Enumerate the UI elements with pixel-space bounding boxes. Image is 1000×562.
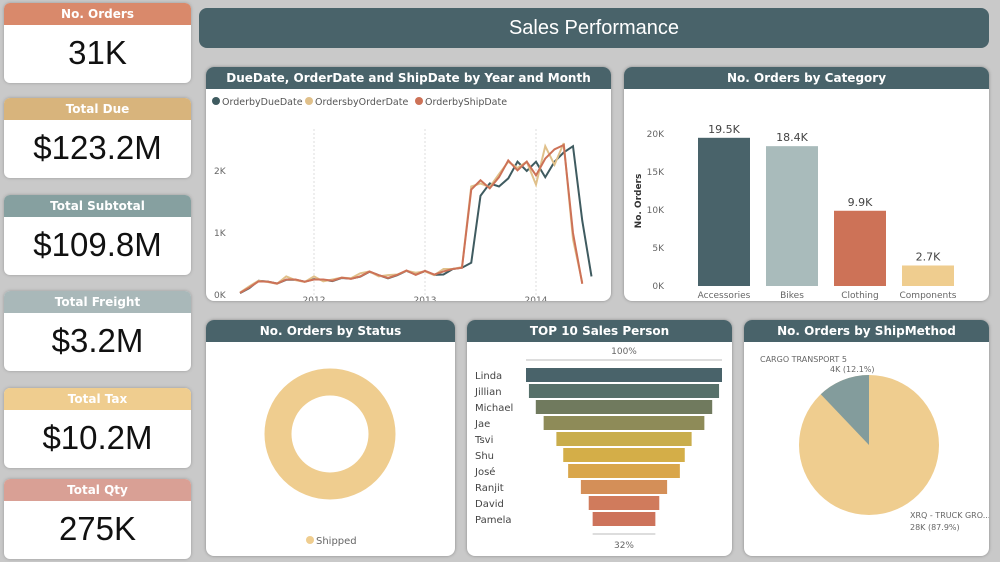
line-chart-title: DueDate, OrderDate and ShipDate by Year … <box>206 67 611 89</box>
salesperson-label: Linda <box>475 371 502 382</box>
data-label: 2.7K <box>916 250 941 263</box>
x-tick-label: 2014 <box>525 296 548 301</box>
slice-label: XRQ - TRUCK GRO... <box>910 511 989 520</box>
kpi-card: Total Subtotal $109.8M <box>4 195 191 275</box>
kpi-value: $10.2M <box>42 419 153 456</box>
bar <box>766 146 818 286</box>
kpi-card: Total Qty 275K <box>4 479 191 559</box>
x-tick-label: 2013 <box>414 296 437 301</box>
y-tick-label: 0K <box>214 291 227 301</box>
slice-value: 4K (12.1%) <box>830 365 875 374</box>
y-tick-label: 2K <box>214 167 227 177</box>
x-tick-label: Clothing <box>841 291 878 301</box>
legend-label: OrdersbyOrderDate <box>315 97 408 108</box>
funnel-bar <box>535 400 713 414</box>
slice-value: 28K (87.9%) <box>910 523 960 532</box>
salesperson-label: Ranjit <box>475 483 504 494</box>
pie-slice <box>820 375 869 445</box>
y-tick-label: 10K <box>647 206 665 216</box>
kpi-label: Total Subtotal <box>4 195 191 217</box>
x-tick-label: 2012 <box>303 296 326 301</box>
page-title: Sales Performance <box>199 8 989 48</box>
legend-marker <box>415 97 423 105</box>
slice-label: CARGO TRANSPORT 5 <box>760 355 847 364</box>
top-percent-label: 100% <box>611 347 637 357</box>
donut-chart: Shipped <box>264 368 396 547</box>
legend-marker <box>212 97 220 105</box>
funnel-bar <box>588 496 660 510</box>
donut-slice <box>264 368 396 500</box>
legend-label: OrderbyDueDate <box>222 97 303 108</box>
pie-title: No. Orders by ShipMethod <box>744 320 989 342</box>
funnel-title: TOP 10 Sales Person <box>467 320 732 342</box>
kpi-value: $3.2M <box>51 322 144 359</box>
bar-chart-panel: No. Orders by Category 0K 5K 10K 15K 20K No. … <box>624 67 989 301</box>
kpi-label: No. Orders <box>4 3 191 25</box>
salesperson-label: José <box>474 466 495 478</box>
bar <box>834 210 886 286</box>
line-chart: OrderbyDueDate OrdersbyOrderDate OrderbySh… <box>212 97 593 301</box>
salesperson-label: Shu <box>475 451 494 462</box>
data-label: 19.5K <box>708 123 740 136</box>
pie-chart: CARGO TRANSPORT 54K (12.1%) XRQ - TRUCK G… <box>760 355 989 532</box>
x-tick-label: Accessories <box>698 291 751 301</box>
kpi-card: Total Due $123.2M <box>4 98 191 178</box>
funnel-panel: TOP 10 Sales Person 100% Linda Jillian Mich… <box>467 320 732 556</box>
y-tick-label: 15K <box>647 168 665 178</box>
donut-title: No. Orders by Status <box>206 320 455 342</box>
line-chart-panel: DueDate, OrderDate and ShipDate by Year … <box>206 67 611 301</box>
kpi-label: Total Tax <box>4 388 191 410</box>
funnel-bar <box>580 480 668 494</box>
kpi-card: Total Tax $10.2M <box>4 388 191 468</box>
bar <box>902 265 954 286</box>
kpi-card: Total Freight $3.2M <box>4 291 191 371</box>
donut-panel: No. Orders by Status Shipped <box>206 320 455 556</box>
funnel-bar <box>528 384 720 398</box>
kpi-label: Total Qty <box>4 479 191 501</box>
kpi-card: No. Orders 31K <box>4 3 191 83</box>
funnel-chart: 100% Linda Jillian Michael Jae Tsvi Shu José Ran… <box>474 347 722 551</box>
bar-chart-title: No. Orders by Category <box>624 67 989 89</box>
kpi-value: $109.8M <box>33 226 162 263</box>
y-tick-label: 0K <box>652 282 665 292</box>
y-tick-label: 5K <box>652 244 665 254</box>
x-tick-label: Bikes <box>780 291 804 301</box>
series-line <box>239 143 584 294</box>
kpi-value: $123.2M <box>33 129 162 166</box>
kpi-value: 275K <box>58 510 137 547</box>
legend-label: Shipped <box>316 536 357 547</box>
data-label: 9.9K <box>848 196 873 209</box>
funnel-bar <box>592 512 656 526</box>
pie-panel: No. Orders by ShipMethod CARGO TRANSPORT… <box>744 320 989 556</box>
salesperson-label: Jillian <box>474 387 502 398</box>
x-tick-label: Components <box>900 291 957 301</box>
salesperson-label: Michael <box>475 403 513 414</box>
y-axis-title: No. Orders <box>634 174 644 229</box>
funnel-bar <box>526 368 722 382</box>
y-tick-label: 1K <box>214 229 227 239</box>
legend-marker <box>305 97 313 105</box>
salesperson-label: David <box>475 499 504 510</box>
funnel-bar <box>543 416 705 430</box>
salesperson-label: Jae <box>474 419 490 430</box>
kpi-label: Total Due <box>4 98 191 120</box>
funnel-bar <box>556 432 692 446</box>
kpi-value: 31K <box>68 34 127 71</box>
legend-marker <box>306 536 314 544</box>
legend-label: OrderbyShipDate <box>425 97 507 108</box>
bar <box>698 137 750 286</box>
bar-chart: 0K 5K 10K 15K 20K No. Orders 19.5K Accessories 1… <box>634 123 957 301</box>
series-line <box>239 144 593 295</box>
salesperson-label: Pamela <box>475 515 512 526</box>
data-label: 18.4K <box>776 131 808 144</box>
bottom-percent-label: 32% <box>614 541 634 551</box>
kpi-label: Total Freight <box>4 291 191 313</box>
funnel-bar <box>568 464 680 478</box>
y-tick-label: 20K <box>647 130 665 140</box>
salesperson-label: Tsvi <box>474 435 493 446</box>
funnel-bar <box>563 448 685 462</box>
